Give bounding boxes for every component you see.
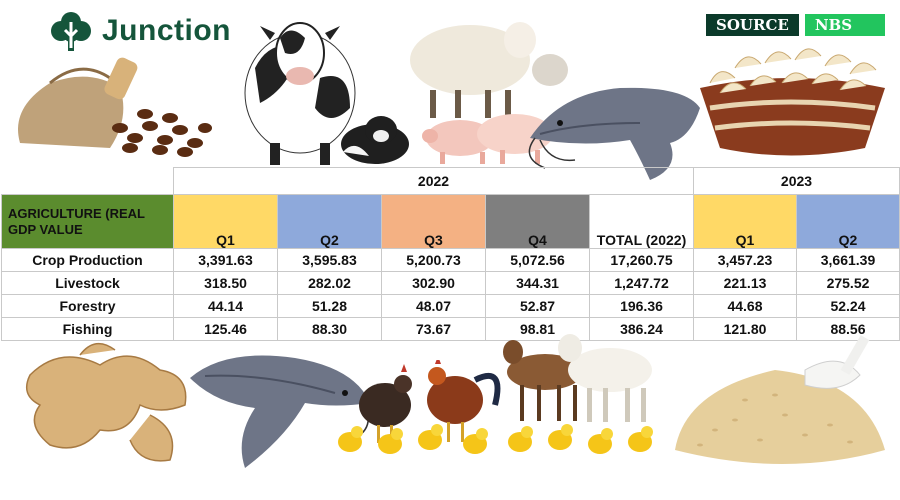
row-label: Livestock bbox=[1, 271, 174, 295]
table-cell: 125.46 bbox=[173, 317, 278, 341]
table-row: Forestry 44.14 51.28 48.07 52.87 196.36 … bbox=[1, 294, 900, 318]
corner-blank bbox=[2, 168, 174, 195]
row-label: Crop Production bbox=[1, 248, 174, 272]
table-cell: 44.68 bbox=[693, 294, 797, 318]
tree-logo-icon bbox=[51, 12, 91, 51]
coffee-beans-image bbox=[18, 57, 212, 157]
source-key: SOURCE bbox=[706, 14, 799, 36]
table-cell: 344.31 bbox=[485, 271, 590, 295]
table-cell: 73.67 bbox=[381, 317, 486, 341]
table-cell: 88.30 bbox=[277, 317, 382, 341]
calf-image bbox=[341, 116, 409, 164]
pigs-image bbox=[422, 114, 553, 164]
catfish-top-image bbox=[528, 87, 700, 180]
table-cell: 88.56 bbox=[796, 317, 900, 341]
col-header: Q4 bbox=[485, 194, 590, 249]
table-cell: 3,457.23 bbox=[693, 248, 797, 272]
table-cell: 3,661.39 bbox=[796, 248, 900, 272]
table-cell: 5,072.56 bbox=[485, 248, 590, 272]
cashew-basket-image bbox=[700, 48, 885, 156]
sheep-image bbox=[410, 22, 568, 118]
agriculture-gdp-table: 2022 2023 AGRICULTURE (REAL GDP VALUE Q1… bbox=[1, 167, 900, 341]
table-cell: 3,595.83 bbox=[277, 248, 382, 272]
table-cell: 3,391.63 bbox=[173, 248, 278, 272]
sesame-seeds-image bbox=[675, 335, 885, 464]
ginger-image bbox=[25, 342, 187, 462]
table-cell: 196.36 bbox=[589, 294, 694, 318]
table-cell: 5,200.73 bbox=[381, 248, 486, 272]
table-cell: 48.07 bbox=[381, 294, 486, 318]
brand-name: Junction bbox=[102, 14, 231, 47]
row-label: Forestry bbox=[1, 294, 174, 318]
source-value: NBS bbox=[804, 14, 885, 36]
table-cell: 302.90 bbox=[381, 271, 486, 295]
table-cell: 221.13 bbox=[693, 271, 797, 295]
col-header: Q3 bbox=[381, 194, 486, 249]
col-header: Q1 bbox=[693, 194, 797, 249]
brand-logo: Junction bbox=[48, 8, 231, 54]
table-cell: 1,247.72 bbox=[589, 271, 694, 295]
table-row: Fishing 125.46 88.30 73.67 98.81 386.24 … bbox=[1, 317, 900, 341]
table-cell: 275.52 bbox=[796, 271, 900, 295]
table-cell: 17,260.75 bbox=[589, 248, 694, 272]
goats-image bbox=[503, 334, 652, 422]
col-header: Q1 bbox=[173, 194, 278, 249]
row-label: Fishing bbox=[1, 317, 174, 341]
table-cell: 52.24 bbox=[796, 294, 900, 318]
chickens-image bbox=[359, 360, 501, 443]
quarter-header-row: AGRICULTURE (REAL GDP VALUE Q1 Q2 Q3 Q4 … bbox=[1, 194, 900, 249]
year-2022: 2022 bbox=[173, 167, 694, 195]
table-cell: 44.14 bbox=[173, 294, 278, 318]
table-row: Livestock 318.50 282.02 302.90 344.31 1,… bbox=[1, 271, 900, 295]
table-row: Crop Production 3,391.63 3,595.83 5,200.… bbox=[1, 248, 900, 272]
col-header: Q2 bbox=[796, 194, 900, 249]
table-cell: 386.24 bbox=[589, 317, 694, 341]
table-cell: 51.28 bbox=[277, 294, 382, 318]
corner-label: AGRICULTURE (REAL GDP VALUE bbox=[1, 194, 174, 249]
col-header: TOTAL (2022) bbox=[589, 194, 694, 249]
col-header: Q2 bbox=[277, 194, 382, 249]
source-badge: SOURCE NBS bbox=[706, 14, 885, 36]
chicks-image bbox=[338, 424, 653, 454]
year-header-row: 2022 2023 bbox=[2, 167, 900, 195]
table-cell: 121.80 bbox=[693, 317, 797, 341]
cow-image bbox=[244, 22, 356, 165]
table-cell: 318.50 bbox=[173, 271, 278, 295]
table-cell: 282.02 bbox=[277, 271, 382, 295]
year-2023: 2023 bbox=[693, 167, 900, 195]
table-cell: 52.87 bbox=[485, 294, 590, 318]
